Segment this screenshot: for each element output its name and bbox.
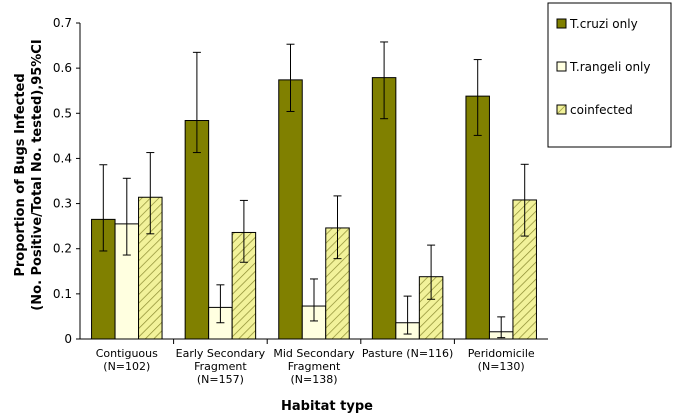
bar-t-cruzi-only-2 <box>184 120 210 340</box>
bar-t-cruzi-only-3 <box>278 79 303 340</box>
x-category-label: (N=157) <box>197 373 244 386</box>
legend-swatch <box>556 104 567 115</box>
legend-label: T.cruzi only <box>569 17 638 31</box>
y-tick-label: 0.6 <box>53 61 72 75</box>
y-tick-label: 0.3 <box>53 197 72 211</box>
x-category-labels: Contiguous(N=102)Early SecondaryFragment… <box>96 347 535 386</box>
x-category-label: (N=138) <box>290 373 337 386</box>
y-tick-label: 0.2 <box>53 242 72 256</box>
x-category-label: Mid Secondary <box>273 347 355 360</box>
x-category-label: Pasture (N=116) <box>362 347 453 360</box>
x-category-label: Fragment <box>194 360 247 373</box>
legend-label: T.rangeli only <box>569 60 650 74</box>
axes <box>76 22 548 344</box>
x-category-label: Peridomicile <box>468 347 535 360</box>
legend-swatch <box>556 61 567 72</box>
x-category-label: Early Secondary <box>176 347 266 360</box>
y-tick-label: 0.4 <box>53 151 72 165</box>
y-tick-label: 0.5 <box>53 106 72 120</box>
x-category-label: Fragment <box>288 360 341 373</box>
legend-box <box>547 2 672 148</box>
y-axis-title-line-1: Proportion of Bugs Infected <box>13 73 28 276</box>
x-axis-title: Habitat type <box>281 399 373 414</box>
legend-swatch <box>556 18 567 29</box>
y-tick-label: 0.1 <box>53 287 72 301</box>
y-tick-labels: 0 0.1 0.2 0.3 0.4 0.5 0.6 0.7 <box>53 16 72 346</box>
y-axis-title-line-2: (No. Positive/Total No. tested),95%CI <box>30 39 45 310</box>
y-tick-label: 0 <box>64 332 72 346</box>
x-category-label: (N=102) <box>103 360 150 373</box>
y-tick-label: 0.7 <box>53 16 72 30</box>
x-category-label: (N=130) <box>478 360 525 373</box>
x-category-label: Contiguous <box>96 347 158 360</box>
y-axis-title: Proportion of Bugs Infected (No. Positiv… <box>13 39 45 310</box>
error-bars <box>99 41 529 339</box>
legend-label: coinfected <box>570 103 633 117</box>
legend: T.cruzi only T.rangeli only coinfected <box>547 2 672 148</box>
